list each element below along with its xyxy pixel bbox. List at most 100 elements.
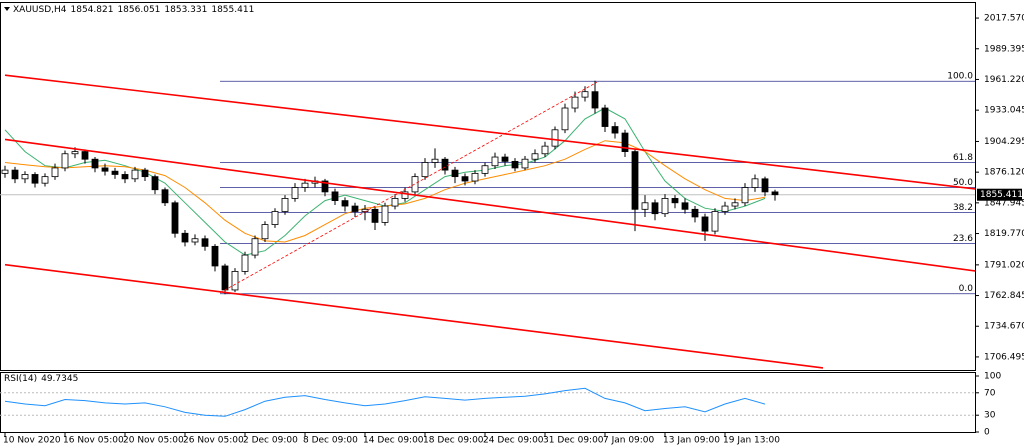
- candle-body: [381, 205, 389, 223]
- candle-body: [11, 169, 19, 180]
- candle-body: [561, 107, 569, 131]
- x-tick-label: 13 Jan 09:00: [663, 436, 720, 446]
- x-tick-label: 16 Nov 05:00: [63, 436, 124, 446]
- channel-line: [4, 138, 975, 272]
- quote: 1856.051: [117, 5, 160, 15]
- rsi-tick-label: 0: [984, 428, 990, 438]
- candle-body: [321, 180, 329, 193]
- candle-body: [451, 169, 459, 178]
- candle-body: [711, 211, 719, 232]
- symbol: XAUUSD,H4: [13, 5, 67, 15]
- candle-body: [391, 198, 399, 207]
- channel-line: [4, 74, 975, 190]
- quote: 1855.411: [211, 5, 254, 15]
- candle-body: [351, 205, 359, 212]
- candle-body: [641, 202, 649, 210]
- menu-arrow[interactable]: [4, 7, 10, 11]
- candle-body: [521, 158, 529, 169]
- candle-body: [181, 232, 189, 243]
- candle-body: [191, 238, 199, 243]
- fib-label: 23.6: [953, 234, 973, 244]
- candle-body: [201, 238, 209, 247]
- candle-body: [121, 174, 129, 180]
- candle-body: [761, 178, 769, 193]
- y-tick-label: 1762.845: [984, 291, 1024, 301]
- candle-body: [581, 91, 589, 98]
- candle-body: [511, 160, 519, 169]
- candle-body: [411, 176, 419, 193]
- moving-average: [4, 107, 766, 256]
- y-tick-label: 1961.220: [984, 75, 1024, 85]
- candle-body: [671, 198, 679, 204]
- x-tick-label: 19 Jan 13:00: [723, 436, 780, 446]
- candle-body: [401, 191, 409, 199]
- candle-body: [531, 153, 539, 160]
- rsi-tick-label: 70: [984, 388, 996, 398]
- candle-body: [611, 126, 619, 134]
- candle-body: [571, 96, 579, 109]
- fib-label: 38.2: [953, 203, 973, 213]
- rsi-tick-label: 100: [984, 372, 1001, 382]
- candle-body: [731, 202, 739, 207]
- rsi-title: RSI(14): [4, 374, 37, 384]
- candle-body: [61, 153, 69, 169]
- candle-body: [491, 156, 499, 167]
- price-tag: [977, 188, 1022, 201]
- x-tick-label: 2 Dec 09:00: [243, 436, 298, 446]
- candle-body: [21, 174, 29, 180]
- candle-body: [551, 129, 559, 147]
- candle-body: [681, 202, 689, 210]
- candle-body: [151, 176, 159, 191]
- fib-label: 0.0: [959, 284, 974, 294]
- candle-body: [261, 224, 269, 240]
- plot: [0, 74, 975, 369]
- candle-body: [631, 151, 639, 210]
- candle-body: [281, 198, 289, 212]
- y-tick-label: 1734.670: [984, 322, 1024, 332]
- candle-body: [441, 158, 449, 171]
- rsi-value: 49.7345: [41, 374, 78, 384]
- y-tick-label: 1989.395: [984, 44, 1024, 54]
- x-tick-label: 24 Dec 09:00: [483, 436, 544, 446]
- candle-body: [221, 265, 229, 291]
- fib-label: 50.0: [953, 178, 973, 188]
- candle-body: [771, 191, 779, 196]
- trendline: [219, 81, 598, 294]
- candle-body: [371, 208, 379, 223]
- candle-body: [741, 187, 749, 204]
- candle-body: [291, 187, 299, 199]
- candle-body: [341, 200, 349, 207]
- candle-body: [111, 170, 119, 175]
- candle-body: [101, 167, 109, 172]
- candle-body: [141, 169, 149, 178]
- candle-body: [211, 245, 219, 267]
- y-tick-label: 1819.770: [984, 229, 1024, 239]
- candle-body: [751, 178, 759, 188]
- x-tick-label: 10 Nov 2020: [3, 436, 61, 446]
- channel-line: [4, 263, 824, 369]
- y-tick-label: 1706.495: [984, 352, 1024, 362]
- y-tick-label: 1847.945: [984, 198, 1024, 208]
- candle-body: [91, 158, 99, 169]
- candle-body: [701, 216, 709, 232]
- x-tick-label: 8 Dec 09:00: [303, 436, 358, 446]
- x-tick-label: 31 Dec 09:00: [543, 436, 604, 446]
- x-tick-label: 20 Nov 05:00: [123, 436, 184, 446]
- y-tick-label: 2017.570: [984, 14, 1024, 24]
- candle-body: [331, 191, 339, 202]
- candle-body: [621, 132, 629, 152]
- x-tick-label: 7 Jan 09:00: [603, 436, 655, 446]
- x-tick-label: 26 Nov 05:00: [183, 436, 244, 446]
- header: XAUUSD,H4 1854.821 1856.051 1853.331 1855.41…: [13, 5, 254, 15]
- x-tick-label: 18 Dec 09:00: [423, 436, 484, 446]
- candle-body: [661, 198, 669, 215]
- candle-body: [541, 145, 549, 155]
- candle-body: [481, 165, 489, 174]
- main-panel: [0, 2, 976, 371]
- fib-label: 100.0: [947, 72, 973, 82]
- y-tick-label: 1933.045: [984, 106, 1024, 116]
- candle-body: [421, 162, 429, 178]
- candle-body: [251, 238, 259, 256]
- candle-body: [431, 158, 439, 163]
- candle-body: [501, 156, 509, 162]
